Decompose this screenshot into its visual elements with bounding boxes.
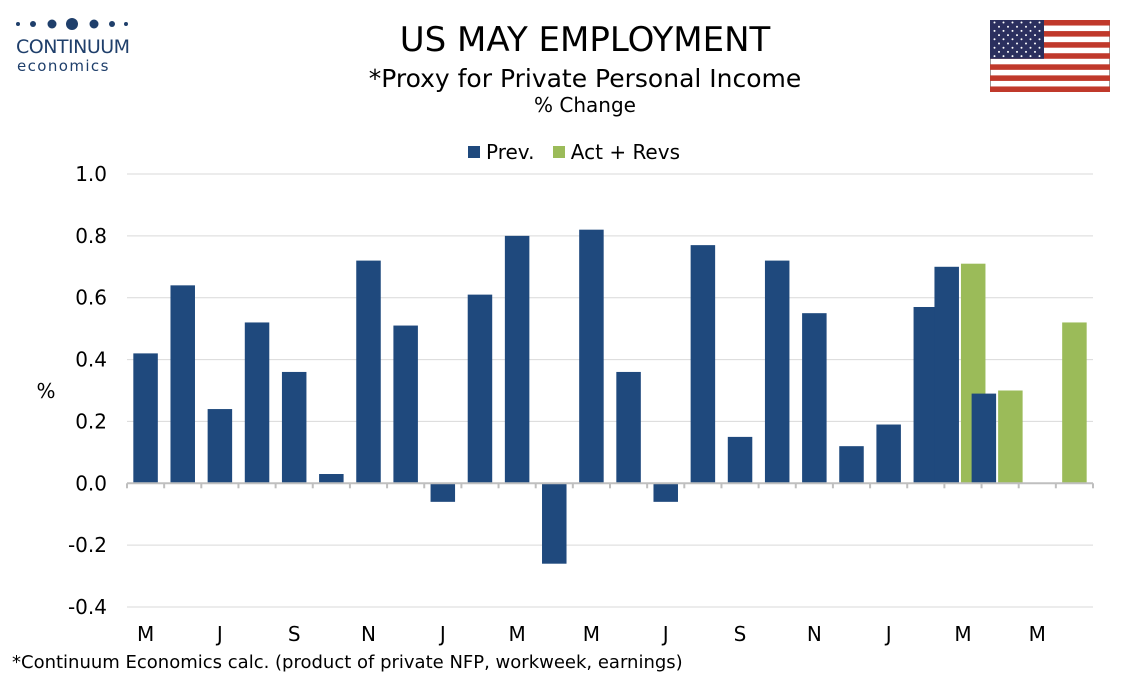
x-tick-label: N — [807, 622, 822, 646]
bar — [170, 285, 195, 484]
bar-chart: 1.0 0.8 0.6 0.4 0.2 0.0 -0.2 -0.4% M J S N J M M J S N J M M — [36, 162, 1094, 646]
chart-title: US MAY EMPLOYMENT — [399, 20, 771, 60]
continuum-logo: CONTINUUM economics — [14, 14, 144, 76]
logo-dots-icon — [16, 18, 128, 30]
bar — [542, 483, 567, 564]
bar — [393, 325, 418, 484]
x-tick-label: M — [583, 622, 600, 646]
footnote: *Continuum Economics calc. (product of p… — [12, 652, 683, 673]
us-flag-icon — [990, 20, 1110, 92]
legend-item-act: Act + Revs — [552, 140, 680, 164]
x-tick-label: J — [215, 622, 223, 646]
y-tick-label: 0.6 — [75, 286, 107, 310]
y-axis-label: % — [36, 379, 55, 403]
x-tick-label: M — [508, 622, 525, 646]
y-tick-label: -0.4 — [68, 595, 107, 619]
bar — [281, 371, 307, 484]
bar — [430, 483, 456, 502]
bar — [133, 353, 158, 484]
legend-item-prev: Prev. — [468, 140, 534, 164]
legend-label-prev: Prev. — [486, 140, 535, 164]
bar — [971, 393, 997, 484]
bar — [616, 371, 641, 484]
legend-swatch-prev — [468, 146, 480, 158]
x-tick-label: J — [438, 622, 446, 646]
bar — [244, 322, 270, 484]
bar — [653, 483, 678, 502]
x-tick-label: J — [661, 622, 669, 646]
bar — [690, 245, 716, 484]
bar — [764, 260, 790, 484]
y-tick-label: 1.0 — [75, 162, 107, 186]
bar — [802, 313, 827, 484]
bar — [1062, 322, 1087, 484]
y-tick-label: 0.4 — [75, 348, 107, 372]
y-tick-label: -0.2 — [68, 533, 107, 557]
bar — [467, 294, 493, 484]
x-tick-label: N — [361, 622, 376, 646]
chart-subtitle: *Proxy for Private Personal Income — [368, 64, 802, 93]
bar — [876, 424, 901, 484]
bar — [913, 306, 939, 484]
bar — [207, 409, 233, 484]
x-tick-label: S — [734, 622, 747, 646]
y-tick-label: 0.0 — [75, 471, 107, 495]
bar — [839, 446, 864, 484]
logo-name: CONTINUUM — [16, 36, 130, 58]
legend-label-act: Act + Revs — [570, 140, 680, 164]
y-tick-label: 0.8 — [75, 224, 107, 248]
bar — [319, 474, 344, 484]
bar — [934, 266, 959, 484]
bar — [998, 390, 1023, 484]
y-tick-label: 0.2 — [75, 409, 107, 433]
legend: Prev. Act + Revs — [0, 140, 1134, 164]
legend-swatch-act — [552, 146, 565, 158]
x-tick-label: M — [954, 622, 971, 646]
x-tick-label: M — [137, 622, 154, 646]
logo-subtitle: economics — [17, 57, 110, 75]
x-tick-label: M — [1029, 622, 1046, 646]
x-tick-label: J — [884, 622, 892, 646]
bar — [356, 260, 381, 484]
bar — [579, 229, 604, 484]
chart-subtitle-units: % Change — [534, 93, 636, 117]
bar — [727, 436, 753, 484]
bar — [504, 235, 530, 484]
x-tick-label: S — [288, 622, 301, 646]
